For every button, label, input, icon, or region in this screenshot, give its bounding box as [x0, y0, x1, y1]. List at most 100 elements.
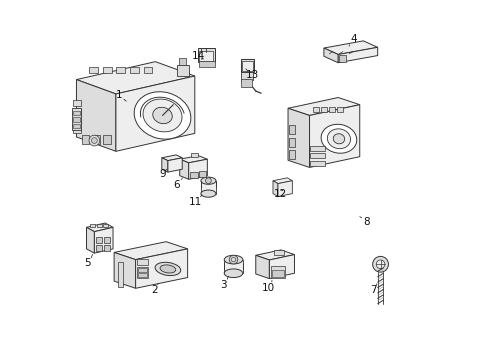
Text: 13: 13	[245, 70, 259, 80]
Text: 11: 11	[189, 197, 202, 207]
Circle shape	[376, 260, 385, 269]
Bar	[73, 100, 81, 107]
Bar	[313, 107, 319, 112]
Bar	[73, 109, 81, 116]
Polygon shape	[278, 181, 293, 197]
Circle shape	[89, 135, 100, 146]
Polygon shape	[273, 181, 278, 197]
Bar	[144, 67, 152, 73]
Bar	[242, 79, 252, 87]
Bar	[191, 172, 198, 178]
Bar	[177, 65, 190, 76]
Bar	[138, 267, 147, 272]
Bar	[104, 244, 110, 251]
Polygon shape	[116, 76, 195, 151]
Text: 2: 2	[151, 285, 158, 296]
Bar	[201, 181, 216, 194]
Bar	[191, 153, 198, 157]
Ellipse shape	[333, 134, 344, 144]
Bar	[241, 72, 253, 80]
Polygon shape	[256, 255, 270, 279]
Bar	[241, 59, 254, 72]
Polygon shape	[288, 98, 360, 116]
Bar	[310, 161, 324, 166]
Text: 7: 7	[370, 285, 377, 296]
Bar	[73, 118, 81, 125]
Bar	[96, 237, 102, 243]
Bar	[179, 58, 186, 65]
Ellipse shape	[160, 265, 176, 273]
Bar	[289, 138, 295, 147]
Polygon shape	[180, 159, 189, 179]
Bar	[82, 135, 89, 144]
Polygon shape	[288, 108, 310, 167]
Polygon shape	[114, 242, 188, 260]
Polygon shape	[310, 105, 360, 167]
Text: 12: 12	[273, 189, 287, 199]
Bar	[73, 124, 80, 128]
Bar	[310, 146, 324, 151]
Bar	[96, 244, 102, 251]
Bar	[310, 153, 324, 158]
Bar	[224, 260, 243, 273]
Bar	[289, 150, 295, 159]
Ellipse shape	[327, 129, 350, 149]
Polygon shape	[95, 227, 113, 253]
Circle shape	[373, 256, 389, 272]
Polygon shape	[87, 227, 95, 253]
Polygon shape	[324, 41, 378, 54]
Polygon shape	[76, 62, 195, 94]
Text: 10: 10	[262, 283, 275, 293]
Polygon shape	[189, 159, 207, 179]
Polygon shape	[162, 155, 182, 161]
Polygon shape	[114, 252, 136, 288]
Ellipse shape	[321, 124, 357, 153]
Circle shape	[205, 178, 211, 184]
Polygon shape	[180, 156, 207, 163]
Polygon shape	[270, 255, 294, 279]
Bar	[130, 67, 139, 73]
Bar	[102, 67, 112, 73]
Polygon shape	[273, 178, 293, 184]
Bar	[97, 224, 101, 227]
Ellipse shape	[224, 269, 243, 278]
Ellipse shape	[201, 177, 216, 184]
Circle shape	[229, 255, 238, 264]
Polygon shape	[76, 80, 116, 151]
Bar	[271, 266, 285, 278]
Bar	[138, 273, 147, 277]
Bar	[116, 67, 125, 73]
Text: 1: 1	[116, 90, 122, 100]
Bar	[104, 237, 110, 243]
Bar	[242, 61, 253, 71]
Ellipse shape	[134, 92, 191, 139]
Ellipse shape	[153, 107, 172, 123]
Bar	[137, 259, 148, 265]
Bar	[103, 135, 111, 144]
Bar	[199, 60, 215, 67]
Ellipse shape	[201, 190, 216, 197]
Ellipse shape	[224, 255, 243, 264]
Polygon shape	[168, 158, 182, 172]
Bar	[93, 135, 100, 144]
Bar	[339, 55, 346, 62]
Ellipse shape	[155, 262, 181, 275]
Bar	[329, 107, 335, 112]
Bar	[73, 127, 81, 134]
Bar	[272, 270, 285, 277]
Text: 4: 4	[351, 35, 357, 44]
Text: 9: 9	[159, 168, 166, 179]
Text: 6: 6	[173, 180, 180, 190]
Text: 14: 14	[192, 51, 205, 61]
Text: 8: 8	[364, 217, 370, 227]
Polygon shape	[324, 48, 338, 63]
Bar	[72, 108, 81, 130]
Bar	[103, 224, 108, 227]
Polygon shape	[87, 223, 113, 231]
Bar	[118, 262, 123, 287]
Bar	[137, 267, 148, 278]
Bar	[90, 224, 95, 227]
Bar	[89, 67, 98, 73]
Bar	[198, 48, 215, 62]
Bar	[289, 125, 295, 134]
